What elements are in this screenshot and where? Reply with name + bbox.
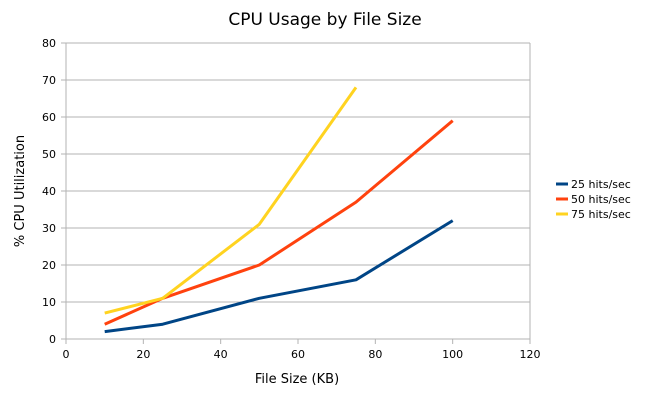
axes	[61, 42, 531, 344]
legend-label-2: 50 hits/sec	[571, 193, 631, 206]
x-tick-label-80: 80	[368, 348, 382, 361]
y-tick-label-20: 20	[42, 259, 56, 272]
series-line-2	[104, 119, 454, 326]
y-tick-label-70: 70	[42, 74, 56, 87]
series-line-3	[104, 86, 358, 315]
y-tick-label-30: 30	[42, 222, 56, 235]
y-tick-label-50: 50	[42, 148, 56, 161]
gridlines	[66, 42, 530, 303]
x-tick-label-40: 40	[214, 348, 228, 361]
y-tick-label-80: 80	[42, 37, 56, 50]
chart-title: CPU Usage by File Size	[228, 10, 421, 30]
series-lines	[104, 86, 454, 334]
tick-labels: 0 10 20 30 40 50 60 70 80 0 20 40 60 80 100 120	[42, 37, 541, 361]
x-tick-label-20: 20	[136, 348, 150, 361]
y-tick-label-10: 10	[42, 296, 56, 309]
legend: 25 hits/sec 50 hits/sec 75 hits/sec	[556, 178, 631, 221]
y-axis-label: % CPU Utilization	[13, 135, 28, 247]
y-tick-label-60: 60	[42, 111, 56, 124]
x-tick-label-60: 60	[291, 348, 305, 361]
legend-label-1: 25 hits/sec	[571, 178, 631, 191]
x-axis-label: File Size (KB)	[255, 372, 339, 387]
x-tick-label-0: 0	[63, 348, 70, 361]
series-line-1	[104, 219, 454, 334]
x-tick-label-120: 120	[520, 348, 541, 361]
x-tick-label-100: 100	[442, 348, 463, 361]
y-tick-label-0: 0	[49, 333, 56, 346]
y-tick-label-40: 40	[42, 185, 56, 198]
legend-label-3: 75 hits/sec	[571, 208, 631, 221]
